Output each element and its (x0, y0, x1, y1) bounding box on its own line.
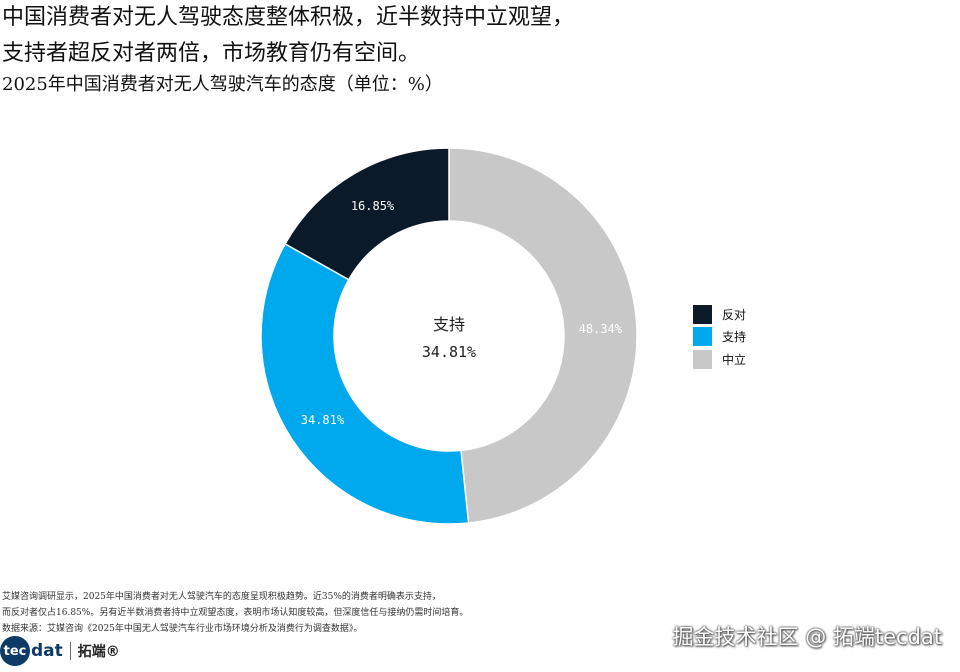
note-line-2: 而反对者仅占16.85%。另有近半数消费者持中立观望态度，表明市场认知度较高，但… (2, 608, 469, 618)
chart-subtitle: 2025年中国消费者对无人驾驶汽车的态度（单位：%） (2, 74, 443, 95)
legend-label-neutral: 中立 (722, 352, 747, 367)
logo-divider (69, 642, 71, 660)
legend-swatch-oppose (693, 304, 712, 324)
data-label-oppose: 16.85% (351, 199, 395, 213)
legend-item-oppose: 反对 (693, 303, 746, 326)
legend-item-neutral: 中立 (693, 348, 746, 371)
headline-line-2: 支持者超反对者两倍，市场教育仍有空间。 (2, 41, 421, 66)
note-line-1: 艾媒咨询调研显示，2025年中国消费者对无人驾驶汽车的态度呈现积极趋势。近35%… (2, 592, 441, 602)
chart-legend: 反对 支持 中立 (693, 303, 746, 371)
legend-label-oppose: 反对 (722, 307, 747, 322)
legend-swatch-neutral (693, 349, 712, 369)
logo-circle: tec (0, 636, 30, 666)
legend-swatch-support (693, 327, 712, 347)
headline-line-1: 中国消费者对无人驾驶态度整体积极，近半数持中立观望， (2, 5, 575, 30)
tecdat-logo: tec dat 拓端® (0, 636, 120, 666)
headline: 中国消费者对无人驾驶态度整体积极，近半数持中立观望， 支持者超反对者两倍，市场教… (2, 0, 942, 72)
source-line: 数据来源：艾媒咨询《2025年中国无人驾驶汽车行业市场环境分析及消费行为调查数据… (2, 624, 363, 634)
logo-text: dat (31, 641, 63, 661)
logo-cn-name: 拓端® (77, 644, 120, 660)
legend-label-support: 支持 (722, 330, 747, 345)
center-label-value: 34.81% (422, 343, 476, 361)
data-label-neutral: 48.34% (579, 322, 623, 336)
slice-neutral (448, 147, 638, 524)
data-label-support: 34.81% (301, 413, 345, 427)
chart-notes: 艾媒咨询调研显示，2025年中国消费者对无人驾驶汽车的态度呈现积极趋势。近35%… (2, 589, 468, 637)
legend-item-support: 支持 (693, 326, 746, 349)
center-label-name: 支持 (433, 315, 465, 334)
slice-oppose (284, 147, 450, 281)
slice-support (260, 242, 470, 525)
watermark: 掘金技术社区 @ 拓端tecdat (672, 625, 942, 649)
